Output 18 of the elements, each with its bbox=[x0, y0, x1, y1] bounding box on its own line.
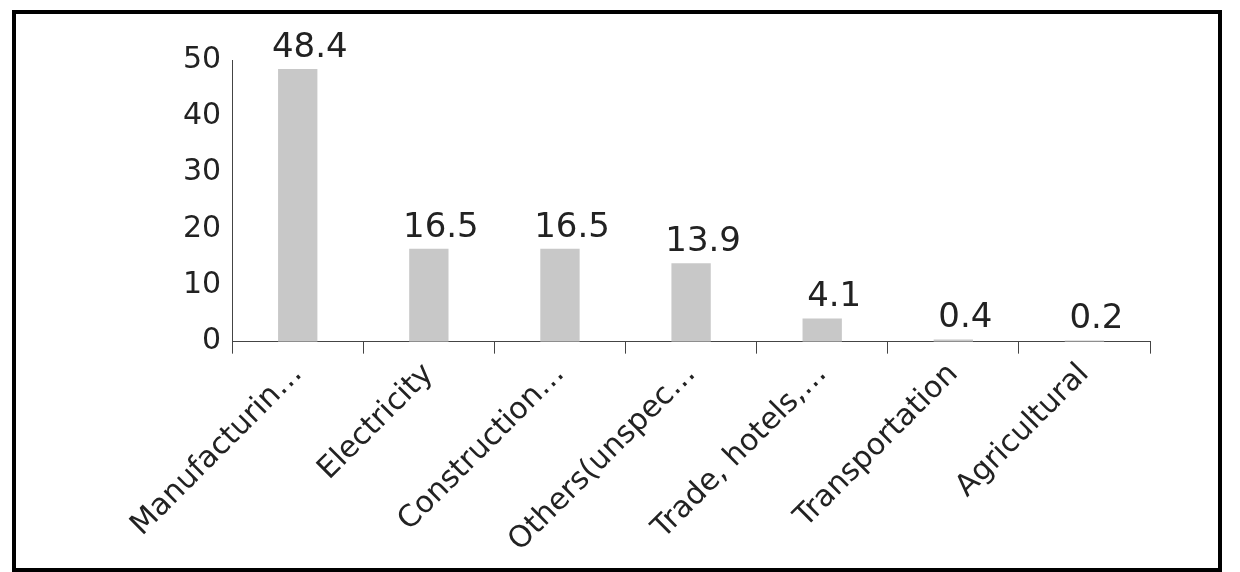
data-label: 13.9 bbox=[665, 219, 741, 260]
y-tick-label: 20 bbox=[182, 208, 222, 244]
data-label: 48.4 bbox=[271, 24, 348, 65]
y-tick-label: 40 bbox=[182, 96, 222, 132]
data-label: 0.2 bbox=[1069, 296, 1124, 337]
bar bbox=[671, 263, 711, 342]
data-label: 0.4 bbox=[938, 295, 993, 336]
y-tick-label: 0 bbox=[202, 321, 222, 357]
data-label: 16.5 bbox=[534, 204, 610, 245]
y-tick-label: 10 bbox=[182, 265, 222, 301]
bar bbox=[409, 248, 449, 342]
data-label: 16.5 bbox=[403, 204, 479, 245]
y-tick-label: 50 bbox=[182, 39, 222, 75]
data-label: 4.1 bbox=[807, 274, 862, 315]
bar bbox=[540, 248, 580, 342]
bar bbox=[278, 69, 318, 342]
bar bbox=[802, 318, 842, 342]
y-tick-label: 30 bbox=[182, 152, 222, 188]
